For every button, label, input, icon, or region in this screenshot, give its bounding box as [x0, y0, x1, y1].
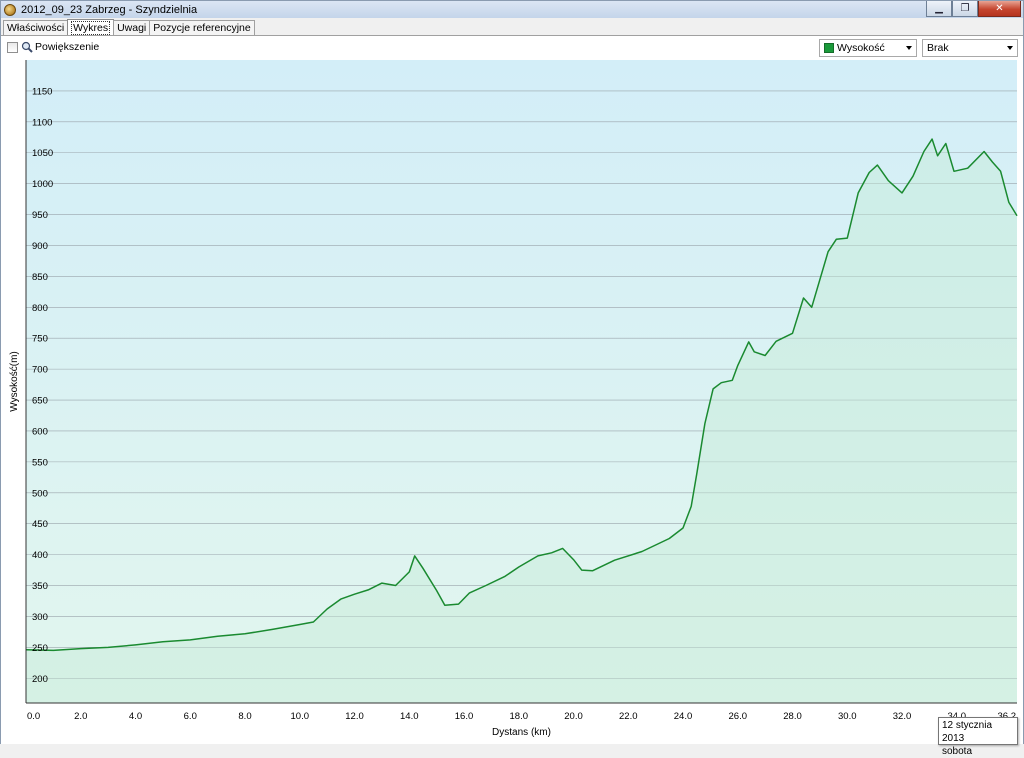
y-tick-label: 650 — [32, 396, 48, 407]
y-tick-label: 1050 — [32, 148, 53, 159]
x-tick-label: 26.0 — [729, 711, 748, 722]
window-controls: ▁ ❐ ✕ — [926, 1, 1021, 17]
y-tick-label: 1150 — [32, 86, 52, 97]
x-tick-label: 34.0 — [948, 711, 967, 722]
tab-notes[interactable]: Uwagi — [113, 20, 151, 35]
maximize-button[interactable]: ❐ — [952, 1, 978, 17]
tab-notes-label: Uwagi — [117, 22, 147, 34]
x-tick-label: 28.0 — [783, 711, 802, 722]
chart-toolbar: Powiększenie Wysokość Brak — [1, 36, 1023, 60]
y-tick-label: 450 — [32, 519, 48, 530]
tab-reference-positions-label: Pozycje referencyjne — [153, 22, 251, 34]
y-tick-label: 800 — [32, 303, 48, 314]
series-color-swatch — [824, 43, 834, 53]
x-axis-label: Dystans (km) — [492, 727, 551, 738]
x-tick-label: 24.0 — [674, 711, 693, 722]
chevron-down-icon — [906, 46, 912, 50]
tab-chart[interactable]: Wykres — [67, 19, 115, 35]
x-tick-label: 10.0 — [291, 711, 310, 722]
x-tick-label: 8.0 — [238, 711, 251, 722]
chevron-down-icon — [1007, 46, 1013, 50]
plot-background — [26, 60, 1017, 703]
secondary-series-select[interactable]: Brak — [922, 39, 1018, 57]
elevation-series-line[interactable] — [25, 138, 1018, 652]
y-tick-label: 950 — [32, 210, 48, 221]
x-tick-label: 32.0 — [893, 711, 912, 722]
y-tick-label: 600 — [32, 426, 48, 437]
y-tick-label: 500 — [32, 488, 48, 499]
zoom-checkbox[interactable] — [7, 42, 18, 53]
tab-chart-label: Wykres — [71, 20, 111, 35]
x-tick-label: 4.0 — [129, 711, 142, 722]
y-tick-label: 200 — [32, 674, 48, 685]
x-tick-label: 22.0 — [619, 711, 638, 722]
y-tick-label: 850 — [32, 272, 48, 283]
elevation-area-fill — [26, 139, 1017, 704]
chart-panel[interactable]: 200 250 300 350 400 450 500 550 600 650 700 750 800 8… — [1, 60, 1023, 744]
y-tick-label: 250 — [32, 643, 48, 654]
grid-lines — [26, 90, 1017, 679]
series-select[interactable]: Wysokość — [819, 39, 917, 57]
y-axis-tick-labels: 200 250 300 350 400 450 500 550 600 650 700 750 800 8… — [32, 86, 53, 684]
tab-strip: Właściwości Wykres Uwagi Pozycje referen… — [3, 19, 255, 35]
close-button[interactable]: ✕ — [978, 1, 1021, 17]
secondary-select-value: Brak — [927, 42, 949, 54]
title-bar[interactable]: 2012_09_23 Zabrzeg - Szyndzielnia ▁ ❐ ✕ — [1, 1, 1023, 18]
minimize-button[interactable]: ▁ — [926, 1, 952, 17]
zoom-label[interactable]: Powiększenie — [35, 41, 100, 53]
x-tick-label: 30.0 — [838, 711, 857, 722]
y-tick-label: 350 — [32, 581, 48, 592]
x-tick-label: 14.0 — [400, 711, 419, 722]
series-select-value: Wysokość — [837, 42, 885, 54]
magnifier-icon — [21, 41, 33, 53]
tab-reference-positions[interactable]: Pozycje referencyjne — [149, 20, 255, 35]
y-tick-label: 750 — [32, 334, 48, 345]
date-tooltip: 12 stycznia 2013 sobota — [938, 717, 1018, 757]
y-axis-label: Wysokość(m) — [9, 351, 20, 411]
tab-properties[interactable]: Właściwości — [3, 20, 69, 35]
app-icon[interactable] — [4, 3, 16, 16]
y-tick-label: 900 — [32, 241, 48, 252]
x-tick-label: 18.0 — [510, 711, 529, 722]
x-axis-tick-labels: 0.0 2.0 4.0 6.0 8.0 10.0 12.0 14.0 16.0 18.0 20.0 2… — [27, 711, 1016, 722]
window-title: 2012_09_23 Zabrzeg - Szyndzielnia — [21, 3, 198, 16]
tab-divider — [1, 35, 1023, 36]
y-tick-label: 700 — [32, 365, 48, 376]
y-tick-label: 300 — [32, 612, 48, 623]
x-tick-label: 2.0 — [74, 711, 87, 722]
x-tick-label: 12.0 — [345, 711, 364, 722]
tooltip-date: 12 stycznia 2013 — [942, 720, 993, 744]
y-tick-label: 400 — [32, 550, 48, 561]
x-tick-label: 0.0 — [27, 711, 40, 722]
tooltip-weekday: sobota — [942, 746, 973, 757]
y-tick-label: 1000 — [32, 179, 53, 190]
elevation-chart[interactable]: 200 250 300 350 400 450 500 550 600 650 700 750 800 8… — [1, 60, 1023, 744]
x-tick-label: 6.0 — [184, 711, 197, 722]
x-tick-label: 16.0 — [455, 711, 474, 722]
y-tick-label: 1100 — [32, 117, 52, 128]
y-tick-label: 550 — [32, 457, 48, 468]
x-tick-label: 36.2 — [998, 711, 1017, 722]
tab-properties-label: Właściwości — [7, 22, 65, 34]
x-tick-label: 20.0 — [564, 711, 583, 722]
